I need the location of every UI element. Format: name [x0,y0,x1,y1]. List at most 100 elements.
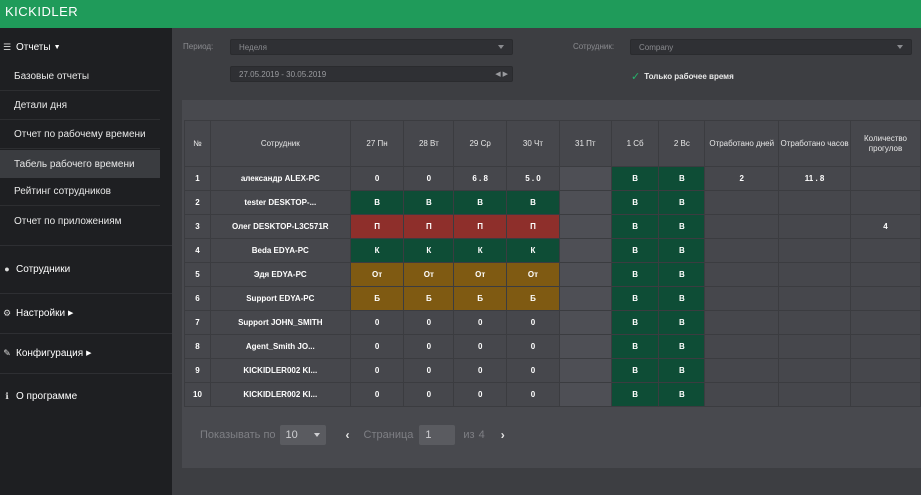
day-cell: Б [453,286,508,311]
employee-name: Beda EDYA-PC [209,238,351,263]
sidebar-section-settings[interactable]: ⚙ Настройки ▶ [0,306,172,320]
period-select[interactable]: Неделя [230,39,513,55]
day-cell: К [506,238,560,263]
next-page-button[interactable]: › [500,428,505,442]
table-row[interactable]: 5 Эдя EDYA-PC От От От От В В [184,262,921,287]
table-row[interactable]: 4 Beda EDYA-PC К К К К В В [184,238,921,263]
day-cell: 0 [506,382,560,407]
table-row[interactable]: 8 Agent_Smith JO... 0 0 0 0 В В [184,334,921,359]
row-number: 5 [184,262,211,287]
worked-hours-cell [778,214,852,239]
day-cell: 6 . 8 [453,166,508,191]
period-label: Период: [183,42,214,51]
worked-hours-cell [778,358,852,383]
daterange-value: 27.05.2019 - 30.05.2019 [239,69,327,79]
top-bar: KICKIDLER [0,0,921,28]
day-cell: В [610,286,660,311]
page-input[interactable]: 1 [419,425,456,445]
day-cell: В [610,262,660,287]
day-cell [558,214,612,239]
employee-name: Agent_Smith JO... [209,334,351,359]
sidebar-item-employee-rating[interactable]: Рейтинг сотрудников [0,178,160,206]
sidebar-item-label: Рейтинг сотрудников [14,186,111,197]
table-row[interactable]: 7 Support JOHN_SMITH 0 0 0 0 В В [184,310,921,335]
row-number: 9 [184,358,211,383]
day-cell: В [658,334,706,359]
sidebar-item-day-details[interactable]: Детали дня [0,92,160,120]
day-cell: 0 [349,166,405,191]
day-cell: В [610,382,660,407]
table-row[interactable]: 3 Олег DESKTOP-L3C571R П П П П В В 4 [184,214,921,239]
worked-days-cell [704,334,780,359]
list-icon: ☰ [2,41,12,52]
app-logo[interactable]: KICKIDLER [5,4,78,19]
day-cell [558,262,612,287]
table-row[interactable]: 9 KICKIDLER002 KI... 0 0 0 0 В В [184,358,921,383]
day-cell: 0 [506,334,560,359]
worked-days-cell [704,358,780,383]
absences-cell [850,334,921,359]
header-day: 30 Чт [506,120,560,167]
day-cell: 0 [349,358,405,383]
header-worked-days[interactable]: Отработано дней [704,120,780,167]
only-worktime-checkbox[interactable]: ✓ Только рабочее время [631,70,734,83]
sidebar-item-label: Детали дня [14,100,68,111]
sidebar-section-employees[interactable]: ● Сотрудники [0,262,172,276]
day-cell: Б [506,286,560,311]
day-cell [558,382,612,407]
employee-name: KICKIDLER002 KI... [209,358,351,383]
caret-right-icon: ▶ [68,310,74,317]
day-cell: 0 [403,166,455,191]
day-cell: 0 [453,310,508,335]
day-cell: В [658,358,706,383]
day-cell: К [403,238,455,263]
day-cell: В [610,310,660,335]
header-absences[interactable]: Количество прогулов [850,120,921,167]
sidebar-item-timesheet[interactable]: Табель рабочего времени [0,150,160,178]
day-cell: В [658,166,706,191]
day-cell: 0 [403,334,455,359]
day-cell: В [658,310,706,335]
arrows-icon[interactable]: ◀ ▶ [495,71,508,78]
table-row[interactable]: 10 KICKIDLER002 KI... 0 0 0 0 В В [184,382,921,407]
row-number: 7 [184,310,211,335]
sidebar-section-label: Сотрудники [16,263,71,275]
daterange-picker[interactable]: 27.05.2019 - 30.05.2019 ◀ ▶ [230,66,513,82]
info-icon: ℹ [5,390,9,401]
day-cell: П [506,214,560,239]
page-size-select[interactable]: 10 [279,425,326,445]
pagination: Показывать по 10 ‹ Страница 1 из 4 › [200,425,505,445]
header-employee[interactable]: Сотрудник [209,120,351,167]
sidebar-section-config[interactable]: ✎ Конфигурация ▶ [0,346,172,360]
sidebar-section-about[interactable]: ℹ О программе [0,389,172,403]
header-worked-hours[interactable]: Отработано часов [778,120,852,167]
checkmark-icon: ✓ [631,71,641,83]
row-number: 3 [184,214,211,239]
day-cell: От [403,262,455,287]
day-cell: В [610,358,660,383]
day-cell [558,166,612,191]
worked-days-cell [704,190,780,215]
worked-hours-cell [778,310,852,335]
day-cell [558,310,612,335]
sidebar-item-app-report[interactable]: Отчет по приложениям [0,207,160,235]
chevron-down-icon [897,45,903,49]
sidebar-item-worktime-report[interactable]: Отчет по рабочему времени [0,121,160,149]
day-cell: В [610,334,660,359]
employee-select[interactable]: Company [630,39,912,55]
sidebar-item-basic-reports[interactable]: Базовые отчеты [0,63,160,91]
day-cell: 0 [453,334,508,359]
day-cell: В [403,190,455,215]
table-row[interactable]: 2 tester DESKTOP-... В В В В В В [184,190,921,215]
day-cell: 0 [506,310,560,335]
table-row[interactable]: 6 Support EDYA-PC Б Б Б Б В В [184,286,921,311]
sidebar-section-reports[interactable]: ☰ Отчеты ▼ [0,40,172,54]
worked-days-cell [704,286,780,311]
checkbox-label: Только рабочее время [644,72,734,81]
divider [0,373,172,374]
day-cell: 0 [453,358,508,383]
prev-page-button[interactable]: ‹ [345,428,350,442]
absences-cell [850,190,921,215]
user-icon: ● [4,264,10,274]
